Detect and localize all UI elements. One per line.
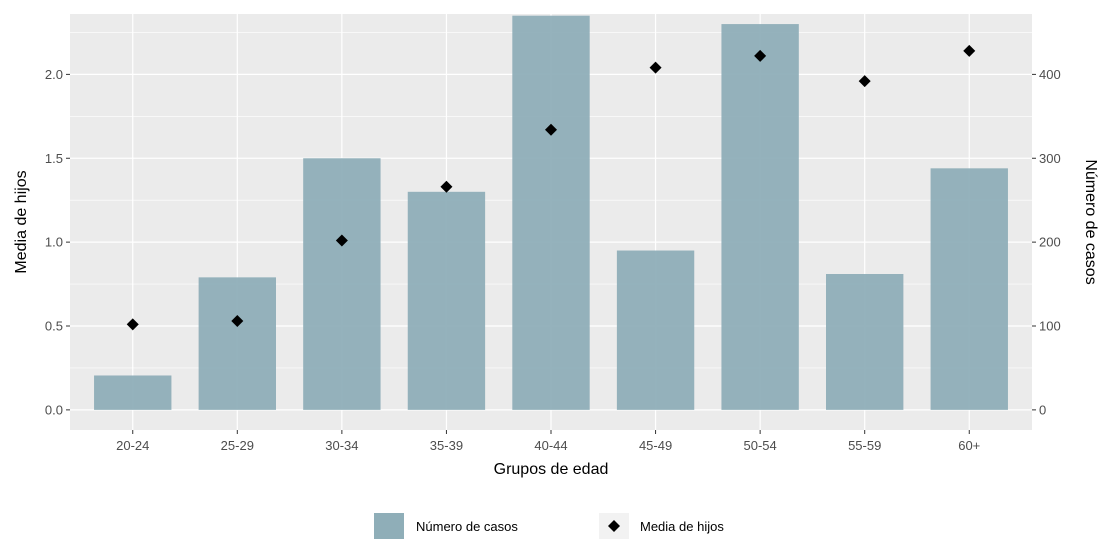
point-40-44 [545, 123, 557, 136]
y-tick-label: 0.5 [45, 319, 63, 334]
points [126, 44, 976, 331]
point-60+ [963, 44, 976, 57]
point-45-49 [649, 61, 662, 74]
bar-50-54 [721, 24, 799, 410]
y-tick-label: 1.0 [45, 235, 63, 250]
point-50-54 [754, 49, 767, 62]
point-25-29 [231, 314, 244, 327]
y-tick-label: 0.0 [45, 402, 63, 417]
legend-key-bars [374, 513, 404, 539]
legend-label-points: Media de hijos [640, 519, 724, 534]
bar-60+ [930, 168, 1008, 410]
y2-tick-label: 300 [1039, 151, 1061, 166]
bar-30-34 [303, 158, 381, 410]
y-tick-label: 2.0 [45, 67, 63, 82]
x-tick-label: 60+ [958, 438, 980, 453]
bars [94, 15, 1008, 410]
x-tick-label: 40-44 [534, 438, 567, 453]
x-tick-label: 45-49 [639, 438, 672, 453]
bar-45-49 [616, 250, 695, 410]
y-tick-label: 1.5 [45, 151, 63, 166]
legend-key-points-diamond [608, 520, 620, 532]
bar-35-39 [407, 191, 486, 410]
point-30-34 [335, 234, 348, 247]
y2-axis-title: Número de casos [1082, 159, 1099, 284]
y-axis-title: Media de hijos [13, 170, 30, 273]
legend-label-bars: Número de casos [416, 519, 518, 534]
axes: 0.0 0.5 1.0 1.5 2.0 0 100 200 300 400 20-24 25-29 30… [45, 67, 1061, 453]
bar-40-44 [512, 15, 590, 410]
x-tick-label: 20-24 [116, 438, 149, 453]
legend: Número de casos Media de hijos [374, 513, 724, 539]
bar-20-24 [94, 375, 172, 410]
point-35-39 [440, 180, 453, 193]
bar-25-29 [198, 277, 276, 410]
y2-tick-label: 400 [1039, 67, 1061, 82]
y2-tick-label: 100 [1039, 319, 1061, 334]
point-20-24 [126, 318, 139, 331]
x-tick-label: 55-59 [848, 438, 881, 453]
y2-tick-label: 0 [1039, 402, 1046, 417]
x-tick-label: 30-34 [325, 438, 358, 453]
x-axis-title: Grupos de edad [494, 461, 609, 478]
point-55-59 [858, 75, 871, 88]
bar-55-59 [826, 274, 904, 410]
x-tick-label: 35-39 [430, 438, 463, 453]
y2-tick-label: 200 [1039, 235, 1061, 250]
x-tick-label: 25-29 [221, 438, 254, 453]
x-tick-label: 50-54 [744, 438, 777, 453]
